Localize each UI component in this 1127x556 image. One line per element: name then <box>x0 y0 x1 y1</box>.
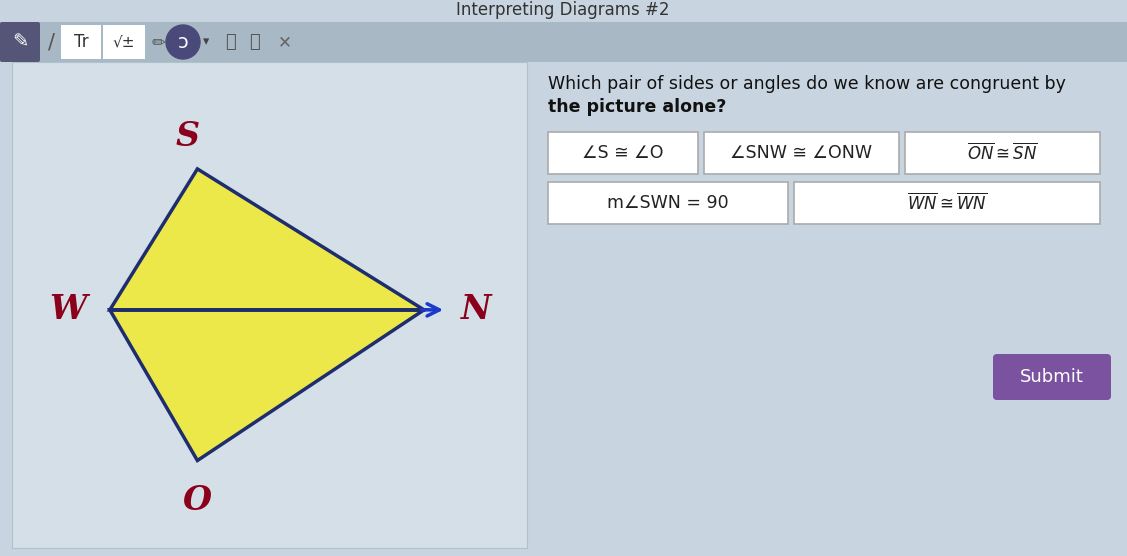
Text: ↄ: ↄ <box>178 32 188 52</box>
FancyBboxPatch shape <box>548 182 788 224</box>
Text: ∠SNW ≅ ∠ONW: ∠SNW ≅ ∠ONW <box>730 144 872 162</box>
Text: m∠SWN = 90: m∠SWN = 90 <box>607 194 729 212</box>
Text: ⌢: ⌢ <box>224 33 236 51</box>
FancyBboxPatch shape <box>103 25 145 59</box>
FancyBboxPatch shape <box>548 132 698 174</box>
Text: Tr: Tr <box>73 33 88 51</box>
Text: N: N <box>461 294 491 326</box>
Text: ⌢: ⌢ <box>249 33 260 51</box>
FancyBboxPatch shape <box>795 182 1100 224</box>
FancyBboxPatch shape <box>0 22 1127 62</box>
Text: O: O <box>183 484 212 517</box>
Text: Interpreting Diagrams #2: Interpreting Diagrams #2 <box>456 1 669 19</box>
Text: √±: √± <box>113 34 135 49</box>
Text: Submit: Submit <box>1020 368 1084 386</box>
Text: ∠S ≅ ∠O: ∠S ≅ ∠O <box>583 144 664 162</box>
Text: the picture alone?: the picture alone? <box>548 98 727 116</box>
Text: /: / <box>48 32 55 52</box>
Polygon shape <box>109 310 424 460</box>
Text: Which pair of sides or angles do we know are congruent by: Which pair of sides or angles do we know… <box>548 75 1066 93</box>
Polygon shape <box>109 169 424 310</box>
Text: $\overline{ON} \cong \overline{SN}$: $\overline{ON} \cong \overline{SN}$ <box>967 142 1038 163</box>
FancyBboxPatch shape <box>12 62 527 548</box>
FancyBboxPatch shape <box>993 354 1111 400</box>
FancyBboxPatch shape <box>0 22 39 62</box>
Text: ✎: ✎ <box>11 32 28 52</box>
Text: ✕: ✕ <box>278 33 292 51</box>
FancyBboxPatch shape <box>704 132 899 174</box>
Text: W: W <box>50 294 87 326</box>
FancyBboxPatch shape <box>905 132 1100 174</box>
Text: $\overline{WN} \cong \overline{WN}$: $\overline{WN} \cong \overline{WN}$ <box>907 192 987 214</box>
Text: ✏: ✏ <box>151 33 165 51</box>
Text: S: S <box>176 121 199 153</box>
FancyBboxPatch shape <box>61 25 101 59</box>
Text: ▾: ▾ <box>203 36 210 48</box>
Circle shape <box>166 25 199 59</box>
